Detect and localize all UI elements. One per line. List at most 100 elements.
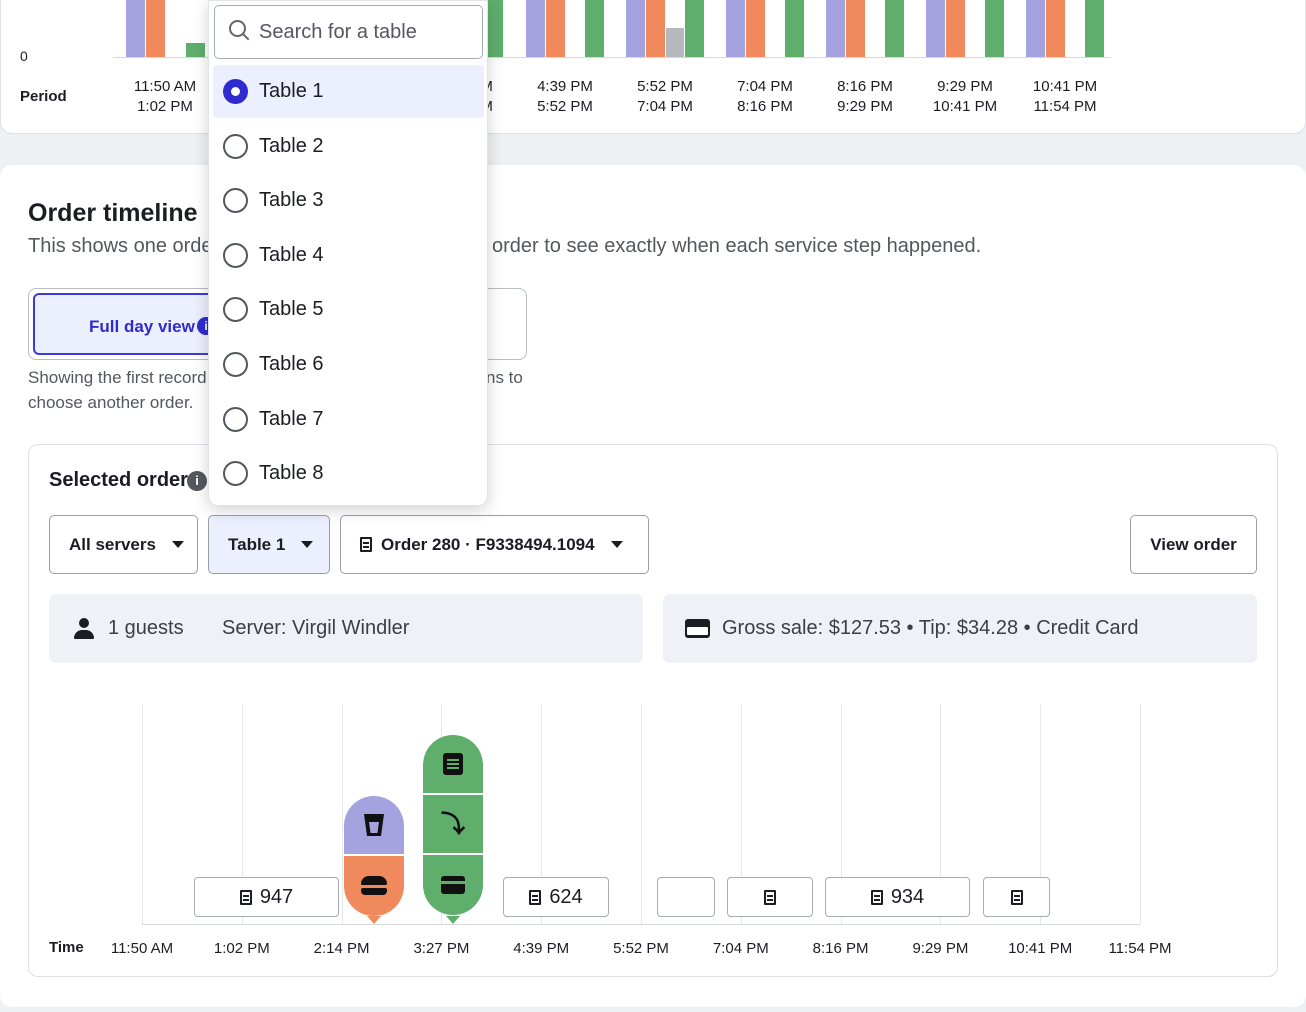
receipt-marker[interactable]: 624 xyxy=(503,877,609,917)
order-timeline-title: Order timeline xyxy=(28,199,198,227)
bar-purple xyxy=(926,0,945,57)
note-line-1-left: Showing the first record xyxy=(28,368,207,387)
radio-icon[interactable] xyxy=(223,188,248,214)
full-day-view-button[interactable]: Full day view i xyxy=(33,293,233,355)
timeline-gridline xyxy=(241,704,243,925)
period-tick-label: 5:52 PM 7:04 PM xyxy=(637,78,693,115)
bar-purple xyxy=(126,0,145,57)
receipt-marker-label: 947 xyxy=(259,885,294,908)
receipt-marker[interactable]: 934 xyxy=(825,877,970,917)
radio-icon[interactable] xyxy=(223,297,248,323)
table-option[interactable]: Table 7 xyxy=(213,393,484,446)
receipt-marker[interactable] xyxy=(983,877,1050,917)
table-option-label: Table 3 xyxy=(259,189,324,212)
bar-green xyxy=(1085,0,1104,57)
timeline-gridline xyxy=(840,704,842,925)
radio-icon[interactable] xyxy=(223,242,248,268)
table-option[interactable]: Table 1 xyxy=(213,65,484,118)
payment-step[interactable] xyxy=(423,855,483,915)
timeline-gridline xyxy=(940,704,942,925)
table-dropdown[interactable]: Table 1 xyxy=(208,515,330,574)
table-option[interactable]: Table 2 xyxy=(213,120,484,173)
timeline-tick-label: 10:41 PM xyxy=(1008,940,1073,957)
table-dropdown-menu: Table 1 Table 2 Table 3 Table 4 Table 5 Table… xyxy=(208,0,488,506)
order-step-pin[interactable]: ⤵ xyxy=(423,735,483,915)
receipt-icon xyxy=(529,889,542,905)
order-dropdown[interactable]: Order 280 · F9338494.1094 xyxy=(340,515,649,574)
drink-step[interactable] xyxy=(344,796,404,856)
radio-icon[interactable] xyxy=(223,133,248,159)
bar-orange xyxy=(646,0,665,57)
table-option-label: Table 5 xyxy=(259,298,324,321)
table-option[interactable]: Table 8 xyxy=(213,447,484,500)
server-name: Server: Virgil Windler xyxy=(222,617,410,639)
table-option-label: Table 1 xyxy=(259,80,324,102)
food-step[interactable] xyxy=(344,856,404,916)
period-label: Period xyxy=(20,88,67,105)
bar-green xyxy=(484,0,503,57)
bar-orange xyxy=(146,0,165,57)
timeline-tick-label: 4:39 PM xyxy=(513,940,570,957)
order-placed-step[interactable] xyxy=(423,735,483,795)
table-option[interactable]: Table 5 xyxy=(213,283,484,336)
bar-orange xyxy=(946,0,965,57)
timeline-gridline xyxy=(1040,704,1042,925)
radio-icon[interactable] xyxy=(223,352,248,377)
period-tick-label: 11:50 AM 1:02 PM xyxy=(133,78,197,115)
selected-order-title: Selected order xyxy=(49,469,188,491)
receipt-icon xyxy=(1010,889,1023,905)
receipt-icon xyxy=(764,889,776,905)
servers-dropdown[interactable]: All servers xyxy=(49,515,198,574)
timeline-gridline xyxy=(641,704,642,925)
full-day-view-label: Full day view xyxy=(89,317,195,336)
table-option[interactable]: Table 4 xyxy=(213,229,484,282)
guest-info-box: 1 guests Server: Virgil Windler xyxy=(49,594,643,663)
guests-count: 1 guests xyxy=(108,617,184,639)
receipt-marker[interactable]: 947 xyxy=(194,877,339,917)
receipt-marker[interactable] xyxy=(727,877,813,917)
bar-purple xyxy=(826,0,845,57)
view-order-button[interactable]: View order xyxy=(1130,515,1257,574)
caret-down-icon xyxy=(171,541,184,548)
timeline-tick-label: 11:50 AM xyxy=(110,940,174,957)
selected-order-panel: Selected order i All servers Table 1 Ord… xyxy=(28,444,1278,977)
description-left: This shows one orde xyxy=(28,235,213,257)
timeline-gridline xyxy=(740,704,742,925)
table-search-box[interactable] xyxy=(214,5,483,59)
period-tick-label: 9:29 PM 10:41 PM xyxy=(932,78,998,115)
table-search-input[interactable] xyxy=(259,18,469,46)
table-option[interactable]: Table 6 xyxy=(213,338,484,391)
split-check-step[interactable]: ⤵ xyxy=(423,795,483,855)
radio-icon[interactable] xyxy=(223,406,248,432)
bar-orange xyxy=(846,0,865,57)
table-option[interactable]: Table 3 xyxy=(213,174,484,227)
timeline-gridline xyxy=(341,704,343,925)
timeline-tick-label: 2:14 PM xyxy=(313,940,370,957)
timeline-tick-label: 1:02 PM xyxy=(213,940,270,957)
split-icon: ⤵ xyxy=(441,810,465,838)
table-dropdown-label: Table 1 xyxy=(228,534,286,554)
table-option-label: Table 6 xyxy=(259,353,324,375)
order-step-pin[interactable] xyxy=(344,796,404,916)
receipt-marker-label: 624 xyxy=(549,885,583,908)
credit-card-icon xyxy=(685,619,710,638)
receipt-icon xyxy=(870,889,883,905)
timeline-tick-label: 5:52 PM xyxy=(613,940,669,957)
bar-orange xyxy=(1046,0,1065,57)
payment-summary: Gross sale: $127.53 • Tip: $34.28 • Cred… xyxy=(722,617,1139,639)
note-line-2: choose another order. xyxy=(28,393,194,412)
receipt-icon xyxy=(360,537,372,552)
timeline-tick-label: 8:16 PM xyxy=(812,940,869,957)
bar-green xyxy=(187,43,204,57)
bar-purple xyxy=(526,0,545,57)
timeline-gridline xyxy=(1140,704,1141,925)
period-tick-label: 10:41 PM 11:54 PM xyxy=(1032,78,1098,115)
period-tick-label: 7:04 PM 8:16 PM xyxy=(737,78,793,115)
receipt-marker[interactable] xyxy=(657,877,715,917)
radio-icon[interactable] xyxy=(223,461,248,487)
caret-down-icon xyxy=(610,541,623,548)
radio-icon[interactable] xyxy=(223,79,248,104)
timeline-tick-label: 11:54 PM xyxy=(1108,940,1172,957)
bar-gray xyxy=(666,28,684,57)
info-icon[interactable]: i xyxy=(187,471,207,491)
